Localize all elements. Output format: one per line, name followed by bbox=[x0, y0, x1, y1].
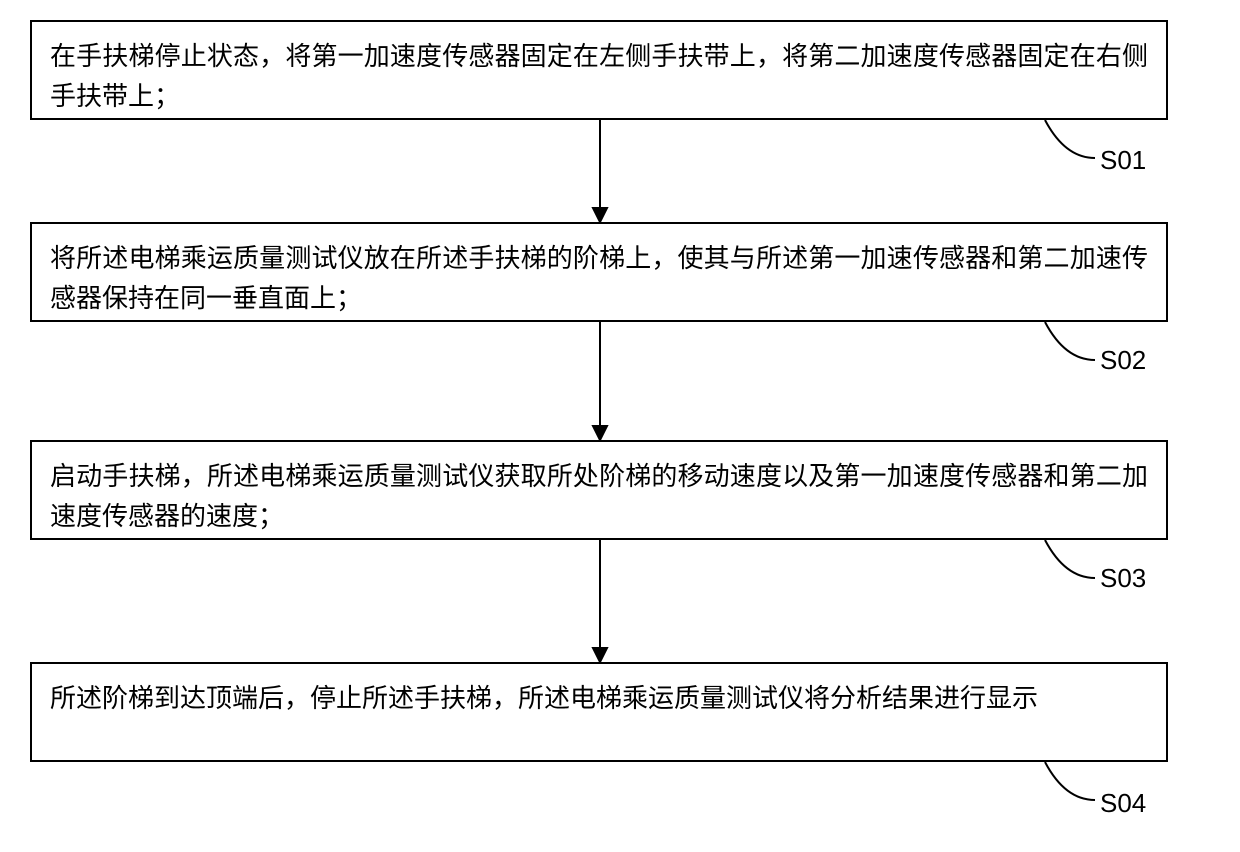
step-text: 所述阶梯到达顶端后，停止所述手扶梯，所述电梯乘运质量测试仪将分析结果进行显示 bbox=[50, 683, 1038, 713]
label-connector-s02 bbox=[1040, 320, 1110, 370]
arrow-s01-s02 bbox=[590, 120, 610, 222]
flow-step-s01: 在手扶梯停止状态，将第一加速度传感器固定在左侧手扶带上，将第二加速度传感器固定在… bbox=[30, 20, 1168, 120]
arrow-s02-s03 bbox=[590, 322, 610, 440]
label-connector-s03 bbox=[1040, 538, 1110, 588]
step-text: 将所述电梯乘运质量测试仪放在所述手扶梯的阶梯上，使其与所述第一加速传感器和第二加… bbox=[50, 243, 1148, 313]
flow-step-s03: 启动手扶梯，所述电梯乘运质量测试仪获取所处阶梯的移动速度以及第一加速度传感器和第… bbox=[30, 440, 1168, 540]
arrow-s03-s04 bbox=[590, 540, 610, 662]
flow-step-s02: 将所述电梯乘运质量测试仪放在所述手扶梯的阶梯上，使其与所述第一加速传感器和第二加… bbox=[30, 222, 1168, 322]
step-text: 启动手扶梯，所述电梯乘运质量测试仪获取所处阶梯的移动速度以及第一加速度传感器和第… bbox=[50, 461, 1148, 531]
label-connector-s01 bbox=[1040, 118, 1110, 168]
step-text: 在手扶梯停止状态，将第一加速度传感器固定在左侧手扶带上，将第二加速度传感器固定在… bbox=[50, 41, 1148, 111]
flow-step-s04: 所述阶梯到达顶端后，停止所述手扶梯，所述电梯乘运质量测试仪将分析结果进行显示 bbox=[30, 662, 1168, 762]
label-connector-s04 bbox=[1040, 760, 1110, 810]
